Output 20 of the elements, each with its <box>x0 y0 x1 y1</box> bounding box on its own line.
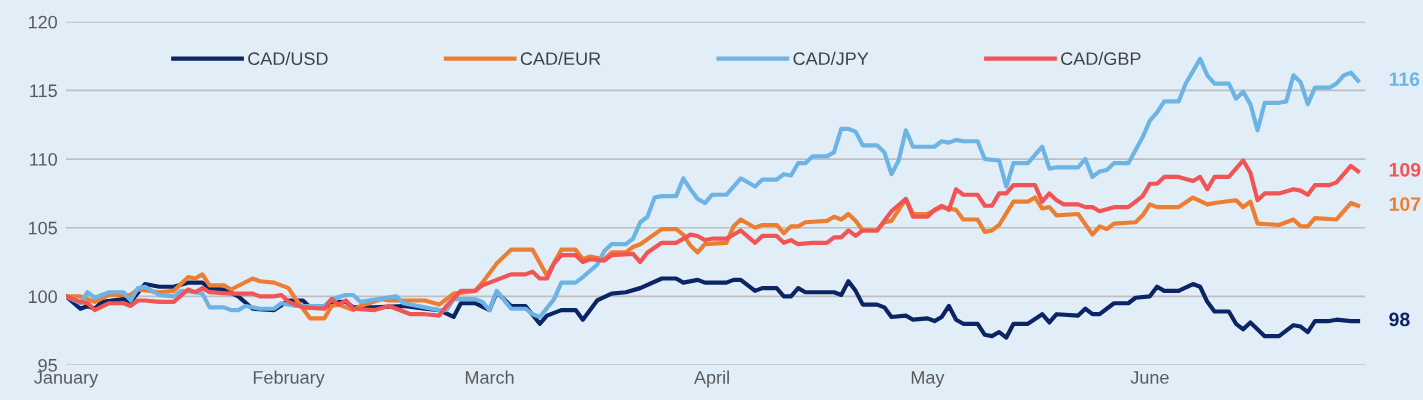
annotation: 109 <box>1389 162 1421 177</box>
legend-label: CAD/USD <box>248 51 328 66</box>
x-tick-label: May <box>911 371 945 388</box>
x-tick-label: March <box>465 370 514 384</box>
annotation: 98 <box>1389 312 1410 327</box>
y-tick-label: 100 <box>28 290 57 304</box>
y-tick-label: 115 <box>30 84 57 98</box>
legend-label: CAD/EUR <box>520 51 601 66</box>
annotation: 116 <box>1389 72 1420 87</box>
y-tick-label: 120 <box>28 15 57 29</box>
x-tick-label: February <box>253 370 325 388</box>
legend-label: CAD/GBP <box>1061 51 1141 66</box>
legend-label: CAD/JPY <box>793 51 869 66</box>
y-tick-label: 95 <box>38 358 57 372</box>
x-tick-label: June <box>1130 371 1169 384</box>
y-tick-label: 110 <box>30 153 57 166</box>
x-tick-label: January <box>34 371 99 388</box>
y-tick-label: 105 <box>28 221 57 235</box>
annotation: 107 <box>1389 197 1421 211</box>
x-tick-label: April <box>694 370 729 388</box>
